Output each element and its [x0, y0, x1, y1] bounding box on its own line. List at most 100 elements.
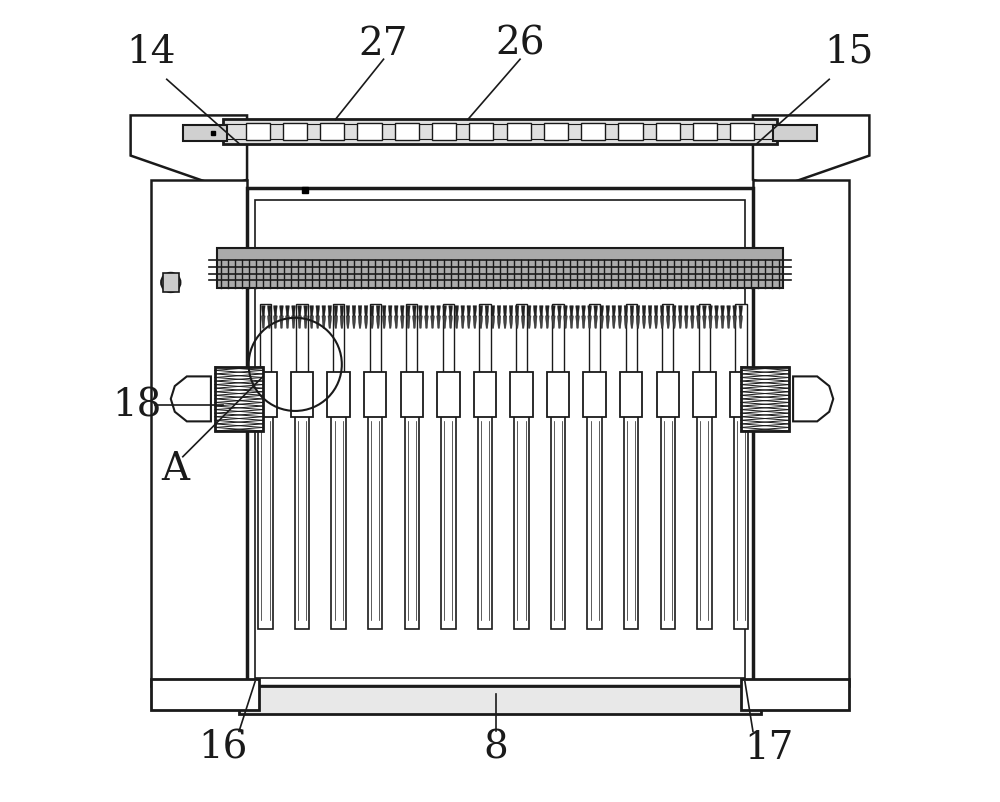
Polygon shape: [678, 306, 682, 318]
Polygon shape: [691, 317, 694, 329]
Polygon shape: [672, 317, 676, 329]
Polygon shape: [624, 306, 628, 318]
Polygon shape: [376, 317, 380, 329]
Polygon shape: [672, 306, 676, 318]
Bar: [657, 373, 679, 417]
Polygon shape: [497, 317, 501, 329]
Polygon shape: [546, 317, 549, 329]
Polygon shape: [419, 317, 422, 329]
Polygon shape: [322, 317, 326, 329]
Bar: [260, 305, 271, 393]
Polygon shape: [352, 306, 356, 318]
Polygon shape: [340, 317, 344, 329]
Polygon shape: [733, 306, 736, 318]
Polygon shape: [328, 306, 332, 318]
Polygon shape: [298, 306, 301, 318]
Polygon shape: [654, 306, 658, 318]
Polygon shape: [461, 306, 465, 318]
Polygon shape: [697, 306, 700, 318]
Bar: [734, 409, 748, 630]
Polygon shape: [697, 317, 700, 329]
Polygon shape: [394, 317, 398, 329]
Polygon shape: [648, 306, 652, 318]
Polygon shape: [709, 317, 712, 329]
Polygon shape: [636, 306, 640, 318]
Polygon shape: [515, 306, 519, 318]
Bar: [401, 373, 423, 417]
Text: 26: 26: [495, 26, 545, 63]
Polygon shape: [304, 306, 307, 318]
Polygon shape: [388, 306, 392, 318]
Polygon shape: [473, 306, 477, 318]
Polygon shape: [666, 317, 670, 329]
Polygon shape: [582, 317, 585, 329]
Polygon shape: [413, 317, 416, 329]
Polygon shape: [576, 317, 579, 329]
Polygon shape: [509, 306, 513, 318]
Polygon shape: [618, 317, 622, 329]
Bar: [662, 305, 673, 393]
Bar: [223, 120, 777, 144]
Polygon shape: [467, 317, 471, 329]
Bar: [163, 273, 179, 293]
Polygon shape: [419, 306, 422, 318]
Polygon shape: [400, 317, 404, 329]
Polygon shape: [370, 317, 374, 329]
Polygon shape: [449, 306, 452, 318]
Bar: [368, 409, 382, 630]
Polygon shape: [461, 317, 465, 329]
Polygon shape: [600, 306, 604, 318]
Polygon shape: [346, 306, 350, 318]
Polygon shape: [582, 306, 585, 318]
Polygon shape: [400, 306, 404, 318]
Polygon shape: [280, 317, 283, 329]
Polygon shape: [358, 317, 362, 329]
Bar: [552, 305, 564, 393]
Bar: [291, 373, 313, 417]
Text: 18: 18: [112, 387, 162, 423]
Polygon shape: [346, 317, 350, 329]
Polygon shape: [727, 306, 730, 318]
Polygon shape: [618, 306, 622, 318]
Bar: [151, 679, 259, 710]
Polygon shape: [340, 306, 344, 318]
Polygon shape: [684, 306, 688, 318]
Polygon shape: [292, 306, 295, 318]
Bar: [479, 305, 491, 393]
Polygon shape: [431, 317, 434, 329]
Bar: [624, 409, 638, 630]
Bar: [547, 373, 569, 417]
Bar: [773, 126, 817, 142]
Polygon shape: [727, 317, 730, 329]
Bar: [443, 305, 454, 393]
Bar: [247, 188, 753, 686]
Polygon shape: [455, 317, 458, 329]
Polygon shape: [485, 317, 489, 329]
Bar: [735, 305, 747, 393]
Bar: [730, 373, 752, 417]
Polygon shape: [521, 306, 525, 318]
Polygon shape: [558, 306, 561, 318]
Polygon shape: [654, 317, 658, 329]
Bar: [516, 305, 527, 393]
Polygon shape: [425, 306, 428, 318]
Polygon shape: [316, 306, 320, 318]
Polygon shape: [292, 317, 295, 329]
Polygon shape: [739, 306, 742, 318]
Polygon shape: [660, 306, 664, 318]
Polygon shape: [151, 180, 247, 686]
Bar: [618, 124, 643, 140]
Bar: [699, 305, 710, 393]
Bar: [469, 124, 493, 140]
Polygon shape: [443, 306, 446, 318]
Bar: [327, 373, 350, 417]
Polygon shape: [286, 317, 289, 329]
Polygon shape: [715, 306, 718, 318]
Polygon shape: [479, 306, 483, 318]
Bar: [510, 373, 533, 417]
Polygon shape: [491, 306, 495, 318]
Bar: [626, 305, 637, 393]
Polygon shape: [304, 317, 307, 329]
Polygon shape: [715, 317, 718, 329]
Polygon shape: [382, 306, 386, 318]
